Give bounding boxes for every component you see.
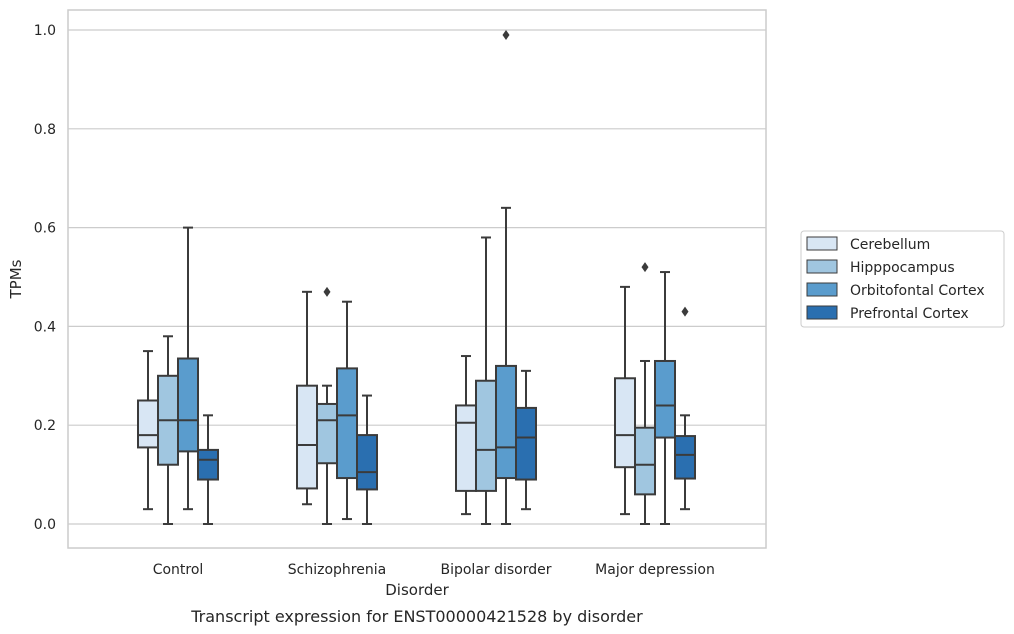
box-rect (515, 406, 537, 481)
chart-caption: Transcript expression for ENST0000042152… (190, 607, 643, 626)
x-tick-label: Bipolar disorder (440, 562, 551, 578)
box-rect (336, 367, 358, 480)
box-rect (495, 364, 517, 480)
box-rect (137, 399, 159, 449)
box-1-2 (475, 236, 497, 525)
legend-label: Prefrontal Cortex (850, 306, 969, 322)
box-0-2 (455, 355, 477, 516)
legend-label: Orbitofontal Cortex (850, 283, 985, 299)
box-rect (197, 448, 219, 481)
box-3-2 (515, 369, 537, 511)
box-2-2 (495, 29, 517, 525)
box-rect (634, 426, 656, 496)
box-0-3 (614, 285, 636, 516)
box-rect (674, 435, 696, 480)
y-tick-label: 0.2 (34, 418, 56, 434)
box-2-1 (336, 300, 358, 521)
box-rect (455, 404, 477, 492)
box-1-3 (634, 262, 656, 525)
box-rect (475, 379, 497, 492)
box-rect (296, 384, 318, 490)
box-3-1 (356, 394, 378, 525)
box-rect (614, 377, 636, 469)
plot-frame (67, 9, 767, 549)
box-rect (316, 402, 338, 465)
legend-frame (800, 230, 1005, 328)
box-0-0 (137, 350, 159, 511)
x-axis-label: Disorder (385, 581, 449, 599)
legend-label: Hipppocampus (850, 260, 955, 276)
outlier-point (681, 306, 689, 317)
y-tick-labels: 0.0 0.2 0.4 0.6 0.8 1.0 (34, 23, 56, 533)
x-tick-label: Control (153, 562, 204, 578)
y-axis-label: TPMs (7, 259, 25, 299)
y-tick-label: 1.0 (34, 23, 56, 39)
outlier-point (502, 29, 510, 40)
legend-label: Cerebellum (850, 237, 930, 253)
y-tick-label: 0.8 (34, 122, 56, 138)
box-2-0 (177, 226, 199, 511)
legend-swatch (806, 259, 838, 274)
box-rect (654, 359, 676, 439)
x-tick-labels: Control Schizophrenia Bipolar disorder Majo… (153, 562, 715, 578)
legend-swatch (806, 236, 838, 251)
box-3-3 (674, 306, 696, 511)
boxes (137, 29, 696, 525)
x-tick-label: Schizophrenia (288, 562, 386, 578)
box-1-0 (157, 335, 179, 525)
outlier-point (323, 286, 331, 297)
legend-swatch (806, 305, 838, 320)
box-1-1 (316, 286, 338, 525)
box-rect (177, 357, 199, 453)
x-tick-label: Major depression (595, 562, 715, 578)
legend: Cerebellum Hipppocampus Orbitofontal Corte… (800, 230, 1005, 328)
box-rect (356, 434, 378, 491)
y-tick-label: 0.6 (34, 221, 56, 237)
box-2-3 (654, 271, 676, 525)
legend-swatch (806, 282, 838, 297)
box-0-1 (296, 290, 318, 506)
box-3-0 (197, 414, 219, 525)
y-tick-label: 0.4 (34, 319, 56, 335)
outlier-point (641, 262, 649, 273)
y-tick-label: 0.0 (34, 517, 56, 533)
